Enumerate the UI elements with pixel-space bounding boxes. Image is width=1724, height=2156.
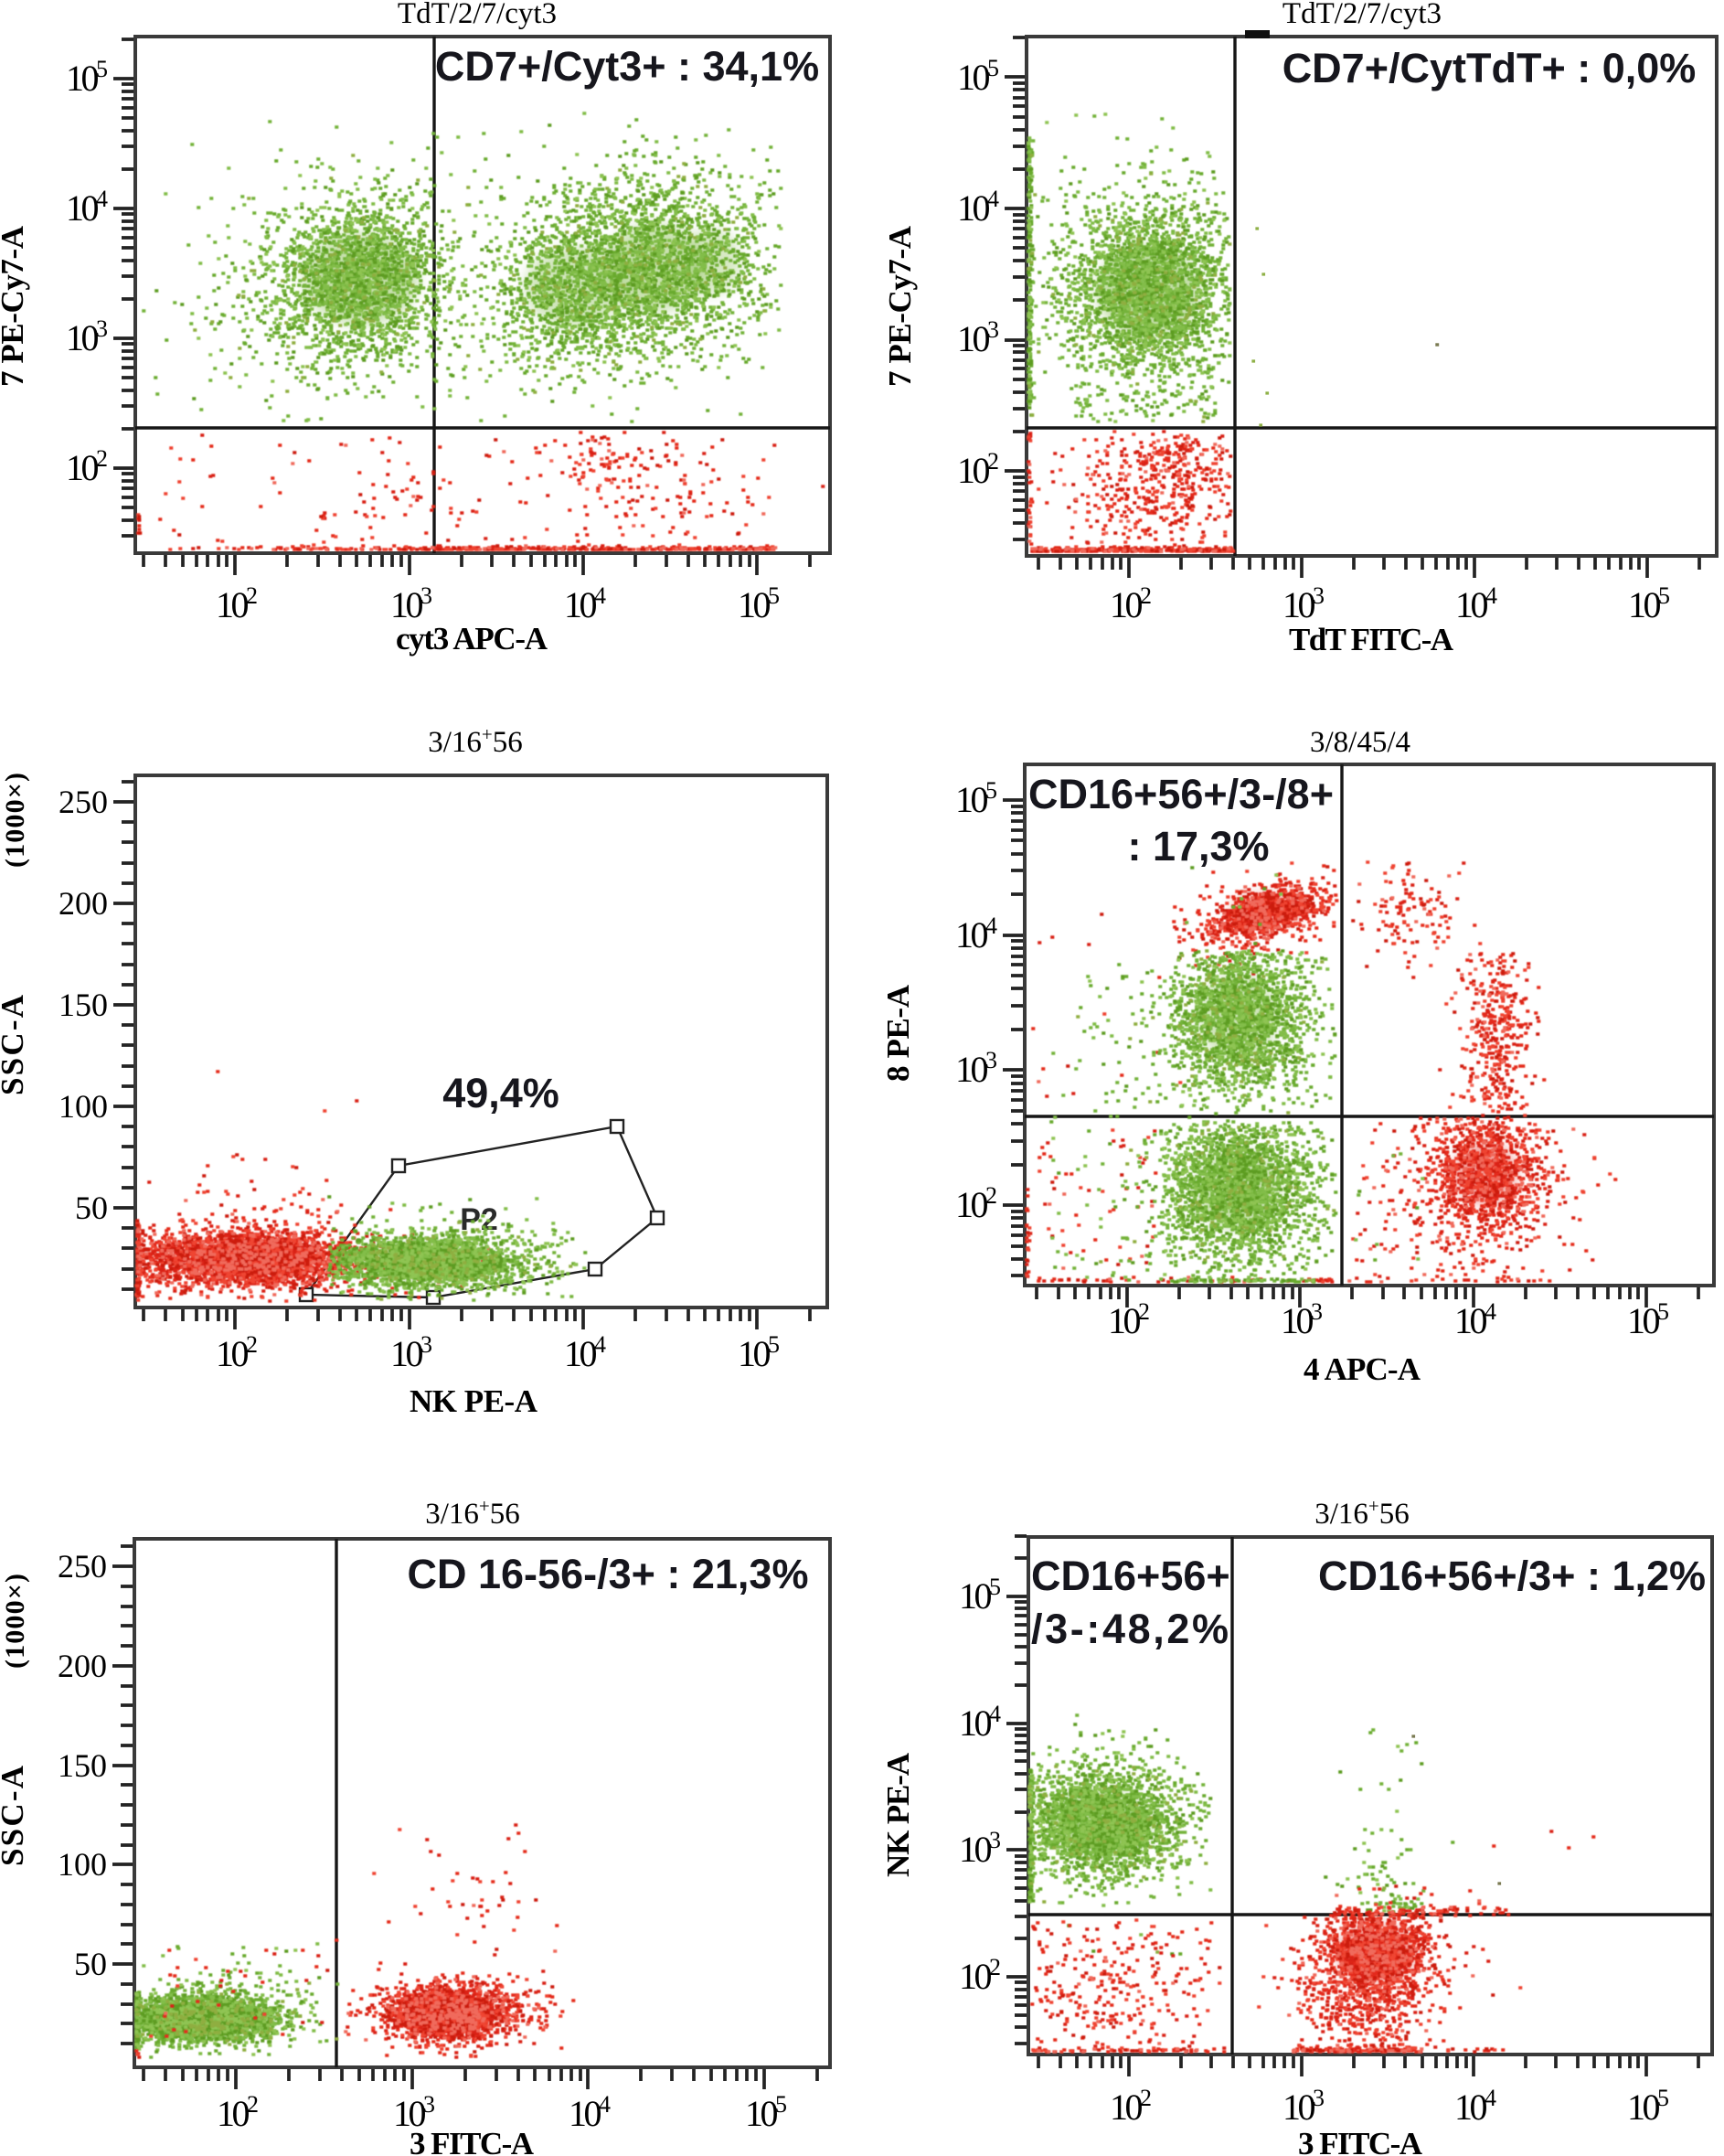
svg-text:CD 16-56-/3+ : 21,3%: CD 16-56-/3+ : 21,3% (408, 1551, 809, 1597)
svg-text:102: 102 (1110, 2085, 1152, 2128)
svg-text:50: 50 (74, 1946, 107, 1982)
svg-text:200: 200 (58, 1648, 107, 1684)
svg-text:7 PE-Cy7-A: 7 PE-Cy7-A (0, 225, 30, 387)
svg-text:CD16+56+/3-/8+: CD16+56+/3-/8+ (1028, 771, 1334, 817)
svg-text:8 PE-A: 8 PE-A (880, 984, 916, 1082)
svg-text:104: 104 (569, 2091, 611, 2134)
svg-text:100: 100 (59, 1088, 108, 1125)
svg-text:50: 50 (75, 1190, 108, 1226)
svg-text:105: 105 (1627, 1298, 1669, 1341)
svg-text:NK PE-A: NK PE-A (410, 1383, 538, 1419)
svg-text:3 FITC-A: 3 FITC-A (410, 2126, 535, 2156)
svg-text:3/16+56: 3/16+56 (425, 1495, 520, 1531)
svg-text:TdT/2/7/cyt3: TdT/2/7/cyt3 (398, 0, 557, 30)
svg-text:49,4%: 49,4% (442, 1070, 559, 1116)
svg-text:3 FITC-A: 3 FITC-A (1298, 2126, 1423, 2156)
svg-text:SSC-A: SSC-A (0, 1765, 30, 1866)
svg-text:CD7+/CytTdT+ : 0,0%: CD7+/CytTdT+ : 0,0% (1282, 45, 1697, 91)
svg-text:104: 104 (957, 186, 999, 229)
svg-text:250: 250 (58, 1548, 107, 1585)
svg-text:/3-:48,2%: /3-:48,2% (1031, 1606, 1229, 1652)
svg-text:CD7+/Cyt3+ : 34,1%: CD7+/Cyt3+ : 34,1% (435, 43, 819, 90)
svg-text:250: 250 (59, 784, 108, 820)
svg-text:(1000×): (1000×) (0, 1574, 30, 1669)
svg-text:150: 150 (58, 1747, 107, 1784)
svg-text:3/16+56: 3/16+56 (428, 723, 523, 759)
svg-text:CD16+56+: CD16+56+ (1031, 1553, 1230, 1599)
svg-text:: 17,3%: : 17,3% (1127, 823, 1269, 870)
svg-text:7 PE-Cy7-A: 7 PE-Cy7-A (882, 225, 918, 387)
svg-text:TdT/2/7/cyt3: TdT/2/7/cyt3 (1282, 0, 1442, 30)
svg-text:150: 150 (59, 987, 108, 1023)
svg-text:3/16+56: 3/16+56 (1314, 1495, 1410, 1531)
svg-text:NK PE-A: NK PE-A (880, 1752, 916, 1877)
svg-text:3/8/45/4: 3/8/45/4 (1310, 726, 1410, 759)
svg-text:TdT FITC-A: TdT FITC-A (1289, 622, 1454, 657)
svg-text:200: 200 (59, 885, 108, 922)
svg-text:4 APC-A: 4 APC-A (1304, 1351, 1421, 1387)
svg-text:100: 100 (58, 1846, 107, 1883)
svg-text:CD16+56+/3+ : 1,2%: CD16+56+/3+ : 1,2% (1318, 1553, 1706, 1599)
svg-text:(1000×): (1000×) (0, 773, 30, 868)
svg-text:102: 102 (955, 1182, 997, 1225)
svg-text:104: 104 (1455, 582, 1497, 625)
svg-text:105: 105 (1627, 2085, 1669, 2128)
svg-text:SSC-A: SSC-A (0, 994, 30, 1095)
svg-text:cyt3 APC-A: cyt3 APC-A (396, 621, 548, 656)
